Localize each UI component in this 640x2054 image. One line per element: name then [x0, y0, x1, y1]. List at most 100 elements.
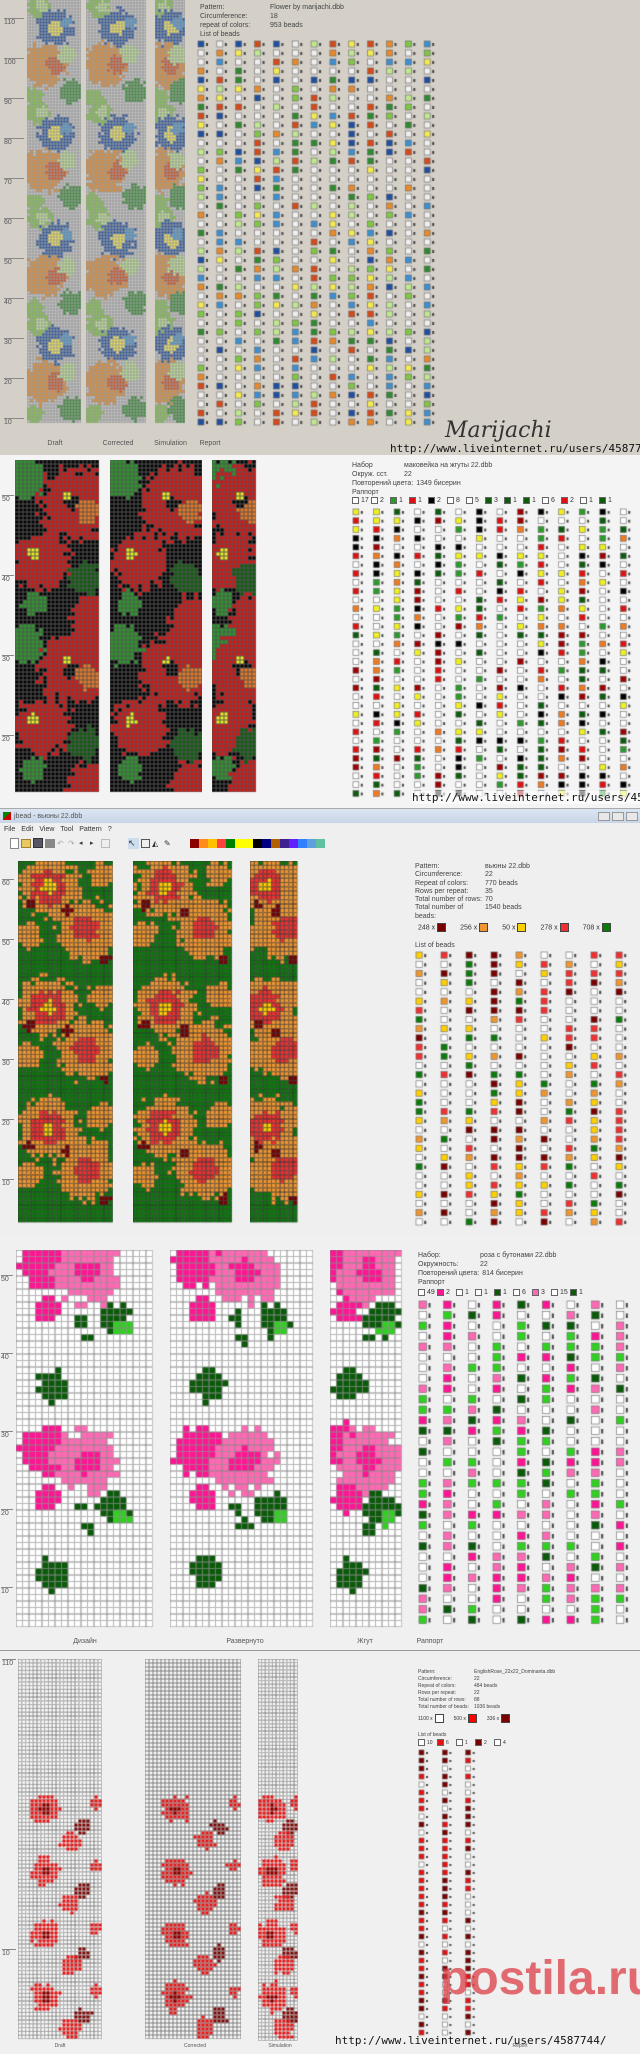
total-beads-value: 1540 beads — [485, 904, 522, 912]
palette-swatch[interactable] — [253, 838, 262, 848]
bead-count: 2 — [484, 1739, 487, 1746]
rows-label: Rows per repeat: — [415, 887, 469, 895]
print-icon[interactable] — [45, 838, 55, 848]
total-rows-value: 70 — [485, 896, 493, 904]
palette-swatch[interactable] — [199, 838, 208, 848]
palette-swatch[interactable] — [226, 838, 235, 848]
select-tool-icon[interactable] — [141, 838, 150, 848]
ruler-label: 10 — [4, 418, 24, 426]
ruler-label: 40 — [2, 999, 14, 1007]
ruler-label: 50 — [1, 1275, 13, 1283]
circumference-value: 22 — [485, 871, 493, 879]
redo-icon[interactable]: ↷ — [68, 838, 75, 848]
bead-entry: 15 — [551, 1289, 570, 1296]
color-count: 256 x — [460, 923, 489, 932]
view-label-rope: Жгут — [357, 1638, 373, 1645]
bead-swatch — [475, 1289, 482, 1296]
bead-swatch — [437, 1739, 444, 1746]
bead-swatch — [409, 497, 416, 504]
palette-swatch[interactable] — [289, 838, 298, 848]
circumference-label: Circumference: — [418, 1676, 452, 1682]
menu-item[interactable]: View — [39, 825, 55, 833]
postila-watermark: postila.ru — [440, 1952, 640, 2005]
simulation-grid — [155, 0, 185, 425]
ruler-label: 30 — [4, 338, 24, 346]
maximize-button[interactable] — [612, 811, 624, 821]
list-label: List of beads — [200, 31, 240, 38]
close-button[interactable] — [626, 811, 638, 821]
ruler-label: 60 — [4, 218, 24, 226]
repeat-value: 814 бисерин — [482, 1270, 523, 1277]
menu-item[interactable]: Pattern — [79, 825, 102, 833]
bead-list-first-row: 10 6 1 2 4 — [418, 1739, 513, 1746]
bead-count: 6 — [446, 1739, 449, 1746]
pointer-tool-icon[interactable]: ↖ — [128, 837, 139, 849]
draft-grid — [15, 460, 102, 795]
bead-swatch — [599, 497, 606, 504]
list-label: Раппорт — [418, 1279, 445, 1286]
palette-swatch[interactable] — [208, 838, 217, 848]
repeat-value: 1349 бисерин — [416, 480, 461, 487]
minimize-button[interactable] — [598, 811, 610, 821]
bead-entry: 6 — [513, 1289, 532, 1296]
ruler-label: 10 — [2, 1949, 16, 1957]
view-label-repeat: Раппорт — [416, 1638, 444, 1645]
ruler-label: 70 — [4, 178, 24, 186]
pattern-info: Pattern: вьюны 22.dbb Circumference: 22 Re… — [415, 863, 530, 921]
bead-swatch — [456, 1289, 463, 1296]
save-icon[interactable] — [33, 838, 43, 848]
palette-swatch[interactable] — [280, 838, 289, 848]
view-label-draft: Draft — [54, 2043, 66, 2049]
ruler-label: 20 — [1, 1509, 13, 1517]
arrow-left-icon[interactable]: ◂ — [79, 840, 83, 847]
menu-item[interactable]: Edit — [21, 825, 34, 833]
color-palette[interactable] — [190, 838, 325, 848]
pattern-label: Pattern: — [415, 863, 440, 870]
palette-swatch[interactable] — [316, 838, 325, 848]
ruler-label: 40 — [2, 575, 14, 583]
bead-count: 15 — [560, 1289, 568, 1296]
count-value: 50 x — [502, 924, 516, 932]
bead-swatch — [561, 497, 568, 504]
ruler-label: 50 — [2, 939, 14, 947]
repeat-value: 953 beads — [270, 22, 303, 29]
bead-entry: 1 — [456, 1289, 475, 1296]
arrow-right-icon[interactable]: ▸ — [90, 840, 94, 847]
window-title: jbead - вьюны 22.dbb — [14, 812, 83, 820]
pipette-tool-icon[interactable]: ✎ — [164, 838, 171, 848]
undo-icon[interactable]: ↶ — [57, 838, 64, 848]
palette-swatch[interactable] — [307, 838, 316, 848]
bead-swatch — [513, 1289, 520, 1296]
circumference-value: 18 — [270, 13, 278, 20]
bead-count: 1 — [532, 497, 536, 504]
open-icon[interactable] — [21, 838, 31, 848]
bead-swatch — [371, 497, 378, 504]
bead-count: 1 — [418, 497, 422, 504]
fill-tool-icon[interactable]: ◭ — [152, 838, 159, 848]
palette-swatch[interactable] — [235, 838, 244, 848]
copy-icon[interactable] — [101, 838, 110, 848]
ruler-label: 40 — [4, 298, 24, 306]
bead-count: 6 — [551, 497, 555, 504]
color-swatch — [501, 1714, 511, 1723]
circumference-label: Circumference: — [415, 871, 463, 879]
menu-item[interactable]: ? — [107, 825, 112, 833]
bead-entry: 5 — [466, 497, 485, 504]
palette-swatch[interactable] — [298, 838, 307, 848]
ruler-label: 50 — [2, 495, 14, 503]
bead-count: 17 — [361, 497, 369, 504]
palette-swatch[interactable] — [271, 838, 280, 848]
color-counts: 1100 x 500 x 336 x — [418, 1714, 511, 1723]
view-label-corrected: Corrected — [184, 2043, 206, 2049]
menu-item[interactable]: Tool — [60, 825, 74, 833]
new-icon[interactable] — [10, 837, 19, 849]
bead-swatch — [418, 1739, 425, 1746]
palette-swatch[interactable] — [244, 838, 253, 848]
corrected-grid — [133, 861, 233, 1226]
bead-swatch — [390, 497, 397, 504]
palette-swatch[interactable] — [217, 838, 226, 848]
color-swatch — [434, 1714, 444, 1723]
palette-swatch[interactable] — [190, 838, 199, 848]
palette-swatch[interactable] — [262, 838, 271, 848]
menu-item[interactable]: File — [4, 825, 16, 833]
